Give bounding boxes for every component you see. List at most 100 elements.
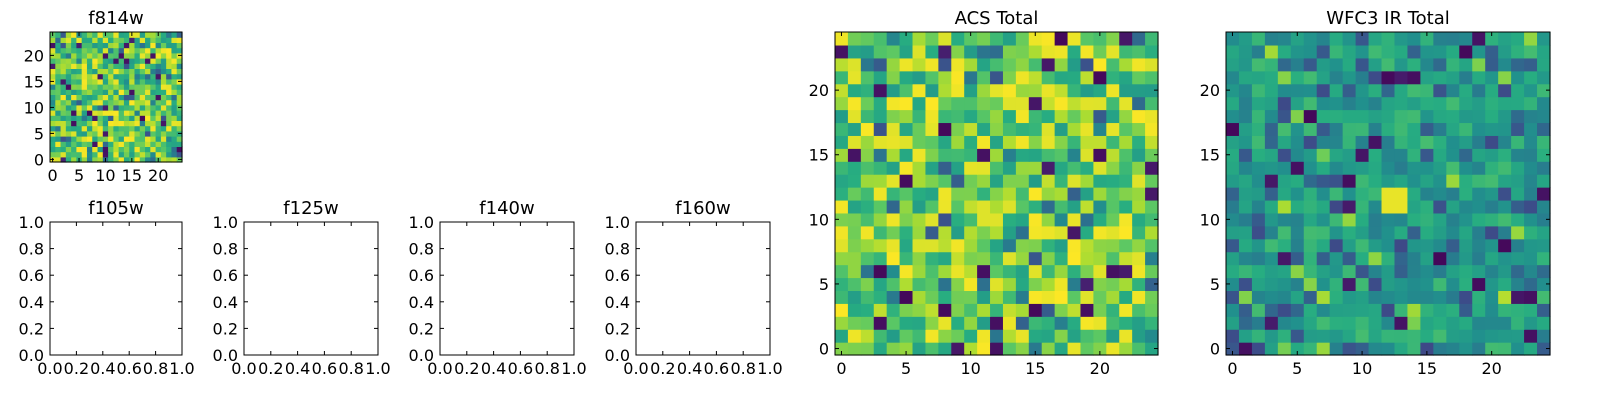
heatmap-cell bbox=[150, 104, 157, 111]
heatmap-cell bbox=[171, 73, 178, 80]
heatmap-cell bbox=[1342, 109, 1357, 124]
heatmap-cell bbox=[964, 135, 978, 149]
heatmap-cell bbox=[1041, 96, 1056, 111]
heatmap-cell bbox=[1498, 303, 1512, 317]
heatmap-cell bbox=[92, 156, 99, 163]
heatmap-cell bbox=[886, 83, 901, 98]
x-tick-label: 0.0 bbox=[231, 359, 256, 378]
heatmap-cell bbox=[1394, 238, 1409, 253]
heatmap-cell bbox=[102, 104, 109, 111]
y-tick-label: 1.0 bbox=[213, 213, 238, 232]
heatmap-cell bbox=[55, 156, 62, 163]
heatmap-cell bbox=[1054, 187, 1069, 201]
heatmap-cell bbox=[1145, 70, 1159, 85]
heatmap-cell bbox=[1080, 109, 1094, 124]
heatmap-cell bbox=[1132, 212, 1146, 227]
axes-frame bbox=[834, 31, 1159, 356]
heatmap-cell bbox=[1041, 148, 1056, 162]
heatmap-cell bbox=[55, 68, 62, 75]
heatmap-cell bbox=[1028, 32, 1043, 46]
heatmap-cell bbox=[160, 63, 167, 69]
heatmap-cell bbox=[1054, 135, 1069, 149]
heatmap-cell bbox=[81, 89, 88, 95]
heatmap-cell bbox=[1329, 251, 1344, 266]
heatmap-cell bbox=[1511, 264, 1525, 279]
heatmap-cell bbox=[86, 73, 93, 80]
heatmap-cell bbox=[113, 99, 120, 106]
heatmap-cell bbox=[1433, 96, 1447, 111]
heatmap-cell bbox=[92, 58, 99, 64]
heatmap-cell bbox=[1080, 135, 1094, 149]
heatmap-cell bbox=[129, 68, 136, 75]
heatmap-cell bbox=[899, 342, 914, 356]
heatmap-cell bbox=[108, 94, 114, 101]
heatmap-cell bbox=[1329, 148, 1344, 162]
heatmap-cell bbox=[1381, 135, 1396, 149]
heatmap-cell bbox=[1002, 225, 1017, 240]
heatmap-cell bbox=[1238, 96, 1253, 111]
heatmap-cell bbox=[1106, 135, 1120, 149]
heatmap-cell bbox=[835, 109, 849, 124]
heatmap-cell bbox=[139, 115, 146, 121]
heatmap-cell bbox=[1459, 342, 1473, 356]
heatmap-cell bbox=[139, 63, 146, 69]
heatmap-cell bbox=[129, 99, 136, 106]
heatmap-cell bbox=[1238, 83, 1253, 98]
heatmap-cell bbox=[1420, 264, 1434, 279]
heatmap-cell bbox=[1028, 83, 1043, 98]
heatmap-cell bbox=[166, 47, 173, 54]
heatmap-cell bbox=[912, 32, 927, 46]
heatmap-cell bbox=[65, 78, 72, 85]
heatmap-cell bbox=[964, 32, 978, 46]
heatmap-cell bbox=[123, 104, 130, 111]
heatmap-cell bbox=[1472, 264, 1486, 279]
heatmap-cell bbox=[1251, 57, 1266, 72]
heatmap-cell bbox=[113, 151, 120, 158]
x-tick-label: 0.8 bbox=[534, 359, 559, 378]
heatmap-cell bbox=[134, 151, 141, 158]
heatmap-cell bbox=[1420, 303, 1434, 317]
heatmap-cell bbox=[1446, 70, 1460, 85]
heatmap-cell bbox=[123, 78, 130, 85]
heatmap-cell bbox=[113, 37, 120, 43]
heatmap-cell bbox=[76, 47, 83, 54]
heatmap-cell bbox=[847, 187, 862, 201]
heatmap-cell bbox=[1080, 148, 1094, 162]
heatmap-cell bbox=[1264, 32, 1279, 46]
heatmap-cell bbox=[1290, 83, 1305, 98]
heatmap-cell bbox=[835, 316, 849, 330]
heatmap-cell bbox=[873, 122, 888, 136]
heatmap-cell bbox=[1041, 109, 1056, 124]
heatmap-cell bbox=[977, 212, 991, 227]
heatmap-cell bbox=[145, 104, 151, 111]
heatmap-cell bbox=[925, 44, 939, 59]
heatmap-cell bbox=[1226, 44, 1240, 59]
heatmap-cell bbox=[1537, 174, 1551, 188]
heatmap-cell bbox=[81, 32, 88, 38]
heatmap-cell bbox=[1420, 148, 1434, 162]
heatmap-cell bbox=[155, 141, 162, 147]
heatmap-cell bbox=[964, 251, 978, 266]
heatmap-cell bbox=[938, 32, 952, 46]
heatmap-cell bbox=[1132, 83, 1146, 98]
heatmap-cell bbox=[1290, 212, 1305, 227]
heatmap-cell bbox=[76, 73, 83, 80]
heatmap-cell bbox=[50, 84, 56, 90]
heatmap-cell bbox=[76, 104, 83, 111]
heatmap-cell bbox=[1342, 57, 1357, 72]
heatmap-cell bbox=[1080, 303, 1094, 317]
heatmap-cell bbox=[113, 94, 120, 101]
heatmap-cell bbox=[1368, 212, 1383, 227]
heatmap-cell bbox=[108, 110, 114, 116]
heatmap-cell bbox=[1145, 290, 1159, 304]
heatmap-cell bbox=[113, 120, 120, 127]
heatmap-cell bbox=[912, 96, 927, 111]
heatmap-cell bbox=[150, 78, 157, 85]
heatmap-cell bbox=[1067, 174, 1082, 188]
heatmap-cell bbox=[899, 238, 914, 253]
heatmap-cell bbox=[55, 130, 62, 137]
heatmap-cell bbox=[118, 89, 125, 95]
heatmap-cell bbox=[1329, 161, 1344, 175]
heatmap-cell bbox=[1119, 251, 1133, 266]
heatmap-cell bbox=[873, 329, 888, 343]
